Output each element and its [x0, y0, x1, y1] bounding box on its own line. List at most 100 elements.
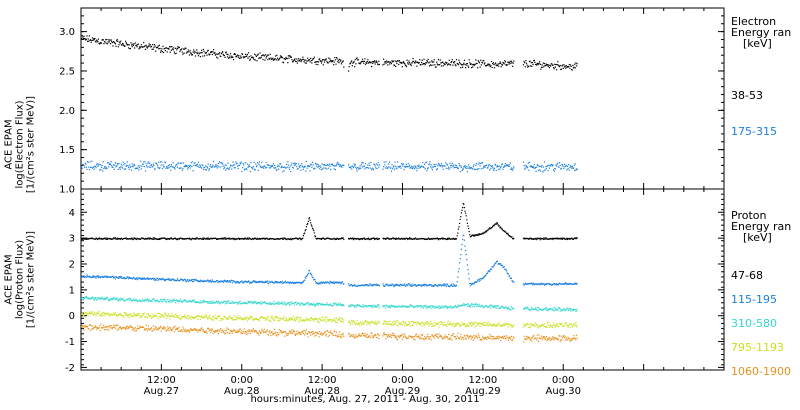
- data-point: [208, 168, 210, 170]
- data-point: [460, 166, 462, 168]
- data-point: [460, 165, 462, 167]
- data-point: [297, 60, 299, 62]
- data-point: [330, 303, 332, 305]
- data-point: [427, 321, 429, 323]
- data-point: [109, 298, 111, 301]
- data-point: [371, 169, 373, 171]
- data-point: [114, 237, 116, 239]
- data-point: [333, 61, 335, 63]
- data-point: [285, 317, 287, 319]
- data-point: [233, 239, 235, 241]
- data-point: [209, 53, 211, 55]
- data-point: [273, 300, 275, 302]
- data-point: [178, 167, 180, 169]
- data-point: [129, 277, 131, 279]
- data-point: [188, 165, 191, 167]
- data-point: [307, 274, 309, 276]
- data-point: [284, 237, 286, 240]
- data-point: [363, 306, 365, 308]
- data-point: [248, 301, 250, 303]
- data-point: [161, 278, 163, 280]
- data-point: [139, 47, 141, 49]
- data-point: [460, 254, 462, 256]
- data-point: [406, 59, 408, 61]
- data-point: [446, 237, 449, 239]
- data-point: [293, 59, 295, 61]
- data-point: [392, 166, 394, 168]
- data-point: [88, 237, 90, 240]
- data-point: [84, 297, 86, 299]
- data-point: [252, 281, 254, 283]
- data-point: [366, 324, 368, 326]
- data-point: [242, 282, 244, 284]
- data-point: [85, 163, 87, 165]
- data-point: [126, 164, 128, 166]
- data-point: [554, 66, 556, 68]
- data-point: [167, 48, 169, 50]
- data-point: [237, 237, 239, 239]
- data-point: [565, 65, 567, 67]
- data-point: [147, 277, 149, 279]
- data-point: [430, 323, 432, 325]
- data-point: [338, 318, 340, 320]
- data-point: [240, 302, 242, 304]
- data-point: [293, 164, 295, 166]
- data-point: [321, 316, 323, 319]
- data-point: [442, 65, 444, 67]
- data-point: [391, 238, 393, 240]
- data-point: [190, 165, 192, 167]
- data-point: [118, 276, 120, 278]
- data-point: [255, 163, 257, 165]
- data-point: [241, 302, 243, 304]
- data-point: [296, 304, 298, 306]
- data-point: [336, 322, 338, 324]
- data-point: [361, 162, 363, 164]
- data-point: [303, 61, 305, 63]
- data-point: [304, 320, 306, 322]
- data-point: [473, 235, 475, 237]
- data-point: [408, 321, 410, 323]
- data-point: [451, 283, 453, 285]
- data-point: [147, 161, 150, 163]
- data-point: [453, 285, 455, 287]
- data-point: [330, 169, 332, 171]
- data-point: [149, 277, 151, 280]
- data-point: [223, 300, 226, 303]
- data-point: [489, 304, 491, 306]
- data-point: [361, 238, 364, 240]
- data-point: [443, 307, 445, 309]
- data-point: [196, 237, 198, 239]
- data-point: [211, 302, 213, 304]
- data-point: [333, 303, 335, 305]
- data-point: [87, 275, 89, 277]
- data-point: [191, 161, 194, 163]
- data-point: [114, 238, 116, 240]
- data-point: [353, 61, 355, 63]
- data-point: [440, 164, 442, 167]
- data-point: [306, 167, 308, 169]
- data-point: [169, 300, 171, 303]
- data-point: [304, 230, 306, 232]
- data-point: [293, 304, 295, 306]
- data-point: [466, 63, 468, 65]
- data-point: [478, 62, 481, 64]
- data-point: [367, 237, 370, 239]
- data-point: [202, 168, 204, 170]
- data-point: [149, 314, 151, 317]
- data-point: [469, 322, 471, 324]
- data-point: [107, 298, 109, 300]
- data-point: [336, 317, 338, 319]
- data-point: [160, 51, 162, 53]
- data-point: [343, 238, 345, 241]
- data-point: [530, 62, 532, 64]
- data-point: [201, 52, 203, 54]
- data-point: [543, 282, 545, 285]
- data-point: [433, 166, 435, 168]
- data-point: [396, 161, 399, 163]
- data-point: [310, 302, 312, 305]
- data-point: [97, 164, 100, 166]
- data-point: [149, 300, 151, 302]
- data-point: [221, 238, 223, 240]
- data-point: [88, 40, 90, 42]
- data-point: [405, 66, 408, 68]
